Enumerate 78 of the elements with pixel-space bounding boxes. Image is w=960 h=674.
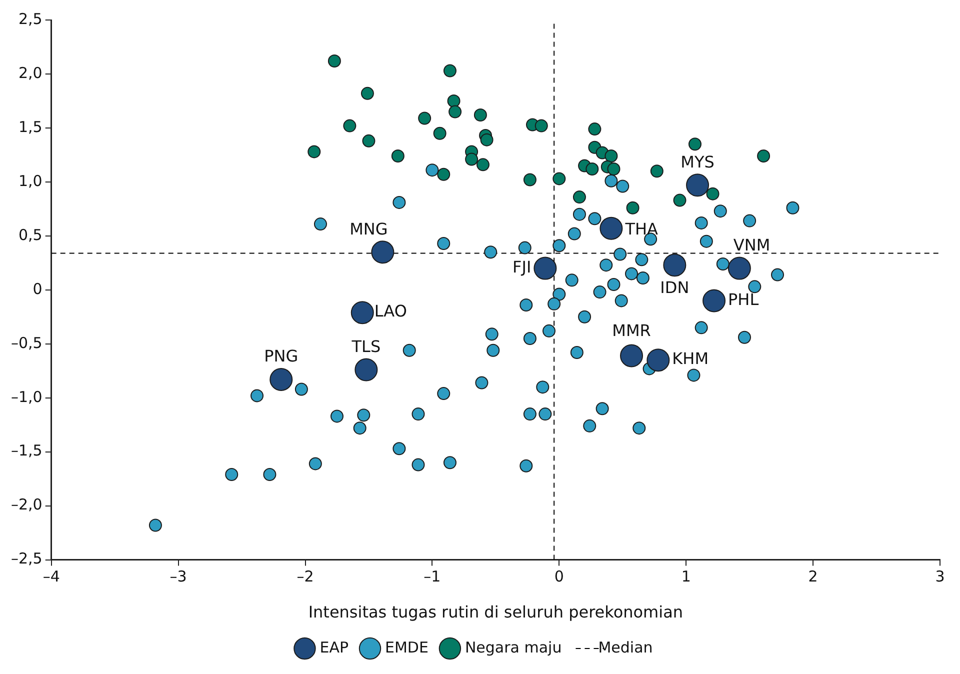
point (360, 86, 374, 100)
point (702, 289, 726, 312)
legend-label: Negara maju (464, 638, 562, 656)
point (371, 240, 394, 264)
point (447, 94, 460, 108)
point (437, 168, 450, 181)
annotation: THA (624, 220, 658, 239)
point (443, 64, 456, 78)
point (270, 368, 293, 392)
point (418, 112, 432, 125)
y-tick-label: 1,5 (18, 118, 42, 136)
x-tick-label: 0 (554, 568, 564, 586)
x-axis-title: Intensitas tugas rutin di seluruh perekonomian (308, 602, 684, 622)
point (728, 256, 751, 280)
point (534, 119, 548, 132)
point (626, 201, 640, 214)
x-tick-label: –3 (170, 568, 187, 586)
annotation: VNM (733, 235, 770, 254)
point (757, 150, 770, 163)
y-tick-label: 2,5 (18, 10, 42, 28)
annotation: MMR (612, 320, 651, 340)
annotation: KHM (672, 349, 708, 368)
annotation: PHL (728, 290, 759, 309)
point (673, 194, 686, 207)
y-tick-label: 0,5 (18, 226, 42, 244)
annotation: IDN (660, 278, 690, 298)
annotation: TLS (350, 336, 381, 356)
y-tick-label: 1,0 (18, 172, 42, 190)
point (604, 150, 618, 163)
x-tick-label: –2 (296, 568, 314, 586)
point (607, 162, 620, 176)
y-tick-label: –1,0 (10, 388, 42, 406)
point (448, 105, 462, 118)
point (686, 174, 710, 197)
legend-label: EMDE (385, 638, 428, 656)
point (588, 122, 602, 136)
annotation: LAO (374, 302, 407, 321)
x-tick-label: 2 (808, 568, 818, 586)
y-tick-label: –1,5 (10, 442, 42, 460)
point (308, 145, 321, 158)
point (480, 133, 494, 146)
x-tick-label: 3 (935, 568, 945, 586)
y-tick-label: –2,5 (10, 550, 42, 568)
y-tick-label: –0,5 (10, 334, 42, 352)
y-tick-label: 2,0 (18, 64, 42, 82)
point (663, 254, 686, 277)
point (688, 138, 702, 151)
point (552, 172, 566, 186)
point (354, 358, 378, 382)
point (572, 190, 586, 204)
point (586, 162, 599, 176)
point (465, 152, 478, 166)
point (362, 134, 376, 148)
point (706, 187, 720, 200)
annotation: MYS (680, 152, 714, 172)
annotation: FJI (512, 257, 532, 276)
annotation: MNG (350, 219, 388, 238)
point (474, 108, 487, 122)
point (534, 256, 557, 280)
x-tick-label: 1 (681, 568, 691, 586)
point (350, 301, 374, 324)
y-tick-label: 0 (32, 280, 42, 298)
point (620, 344, 644, 368)
point (391, 150, 404, 163)
x-tick-label: –1 (424, 568, 441, 586)
legend-label: EAP (320, 638, 349, 656)
point (523, 173, 536, 186)
legend-label: Median (598, 638, 653, 656)
point (650, 164, 664, 178)
y-tick-label: –2,0 (10, 496, 42, 514)
point (600, 216, 623, 240)
point (476, 158, 490, 172)
point (328, 54, 341, 68)
point (433, 126, 446, 140)
point (343, 119, 356, 132)
annotation: PNG (264, 346, 298, 366)
point (646, 348, 670, 372)
x-tick-label: –4 (42, 568, 60, 586)
